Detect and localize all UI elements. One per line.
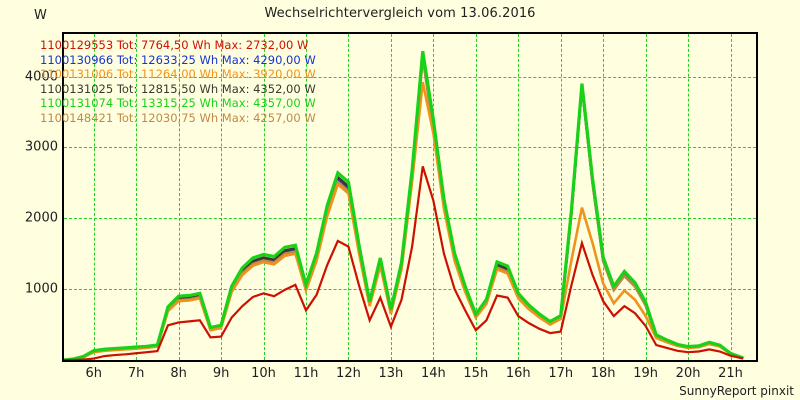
gridline-vertical (263, 34, 265, 360)
gridline-vertical (93, 34, 95, 360)
x-axis-tick-label: 12h (336, 366, 361, 381)
gridline-vertical (560, 34, 562, 360)
x-axis-tick-label: 7h (127, 366, 145, 381)
gridline-vertical (221, 34, 223, 360)
x-axis-tick-label: 17h (548, 366, 574, 381)
legend-item: 1100131006 Tot: 11264,00 Wh Max: 3920,00… (40, 67, 316, 82)
chart-legend: 1100129553 Tot: 7764,50 Wh Max: 2732,00 … (40, 38, 316, 126)
chart-title: Wechselrichtervergleich vom 13.06.2016 (264, 6, 536, 21)
x-axis-tick-label: 8h (170, 366, 187, 381)
legend-item: 1100130966 Tot: 12633,25 Wh Max: 4290,00… (40, 52, 316, 67)
y-axis-tick-label: 3000 (24, 139, 58, 155)
gridline-horizontal (64, 147, 756, 149)
gridline-vertical (475, 34, 477, 360)
x-axis-tick-label: 9h (212, 366, 230, 381)
legend-item: 1100131025 Tot: 12815,50 Wh Max: 4352,00… (40, 81, 316, 96)
x-axis-tick-label: 15h (463, 366, 489, 381)
series-line (64, 50, 744, 360)
gridline-vertical (518, 34, 520, 360)
plot-area (62, 32, 758, 362)
x-axis-tick-label: 11h (293, 366, 319, 381)
y-axis-unit-label: W (34, 8, 47, 23)
plot-inner (64, 34, 756, 360)
gridline-vertical (390, 34, 392, 360)
gridline-vertical (433, 34, 435, 360)
legend-item: 1100148421 Tot: 12030,75 Wh Max: 4257,00… (40, 110, 316, 125)
gridline-vertical (688, 34, 690, 360)
x-axis-tick-label: 19h (633, 366, 658, 381)
gridline-horizontal (64, 289, 756, 291)
y-axis-tick-label: 4000 (24, 69, 58, 85)
x-axis-tick-label: 14h (420, 366, 446, 381)
x-axis-tick-label: 20h (675, 366, 701, 381)
legend-item: 1100129553 Tot: 7764,50 Wh Max: 2732,00 … (40, 38, 309, 52)
gridline-vertical (730, 34, 732, 360)
gridline-vertical (178, 34, 180, 360)
x-axis-tick-label: 21h (718, 366, 743, 381)
y-axis-ticks: 1000 2000 3000 4000 (0, 32, 58, 362)
y-axis-tick-label: 1000 (24, 281, 58, 297)
x-axis-tick-label: 16h (505, 366, 531, 381)
series-line (64, 166, 744, 360)
x-axis-tick-label: 10h (251, 366, 276, 381)
legend-item: 1100131074 Tot: 13315,25 Wh Max: 4357,00… (40, 96, 316, 111)
gridline-horizontal (64, 76, 756, 78)
gridline-horizontal (64, 218, 756, 220)
x-axis-tick-label: 13h (378, 366, 404, 381)
footer-credit: SunnyReport pinxit (679, 384, 794, 398)
gridline-vertical (305, 34, 307, 360)
gridline-vertical (136, 34, 138, 360)
series-lines (64, 50, 744, 360)
x-axis-tick-label: 6h (85, 366, 102, 381)
x-axis-tick-label: 18h (590, 366, 616, 381)
y-axis-tick-label: 2000 (24, 210, 58, 226)
gridline-vertical (603, 34, 605, 360)
gridline-vertical (645, 34, 647, 360)
